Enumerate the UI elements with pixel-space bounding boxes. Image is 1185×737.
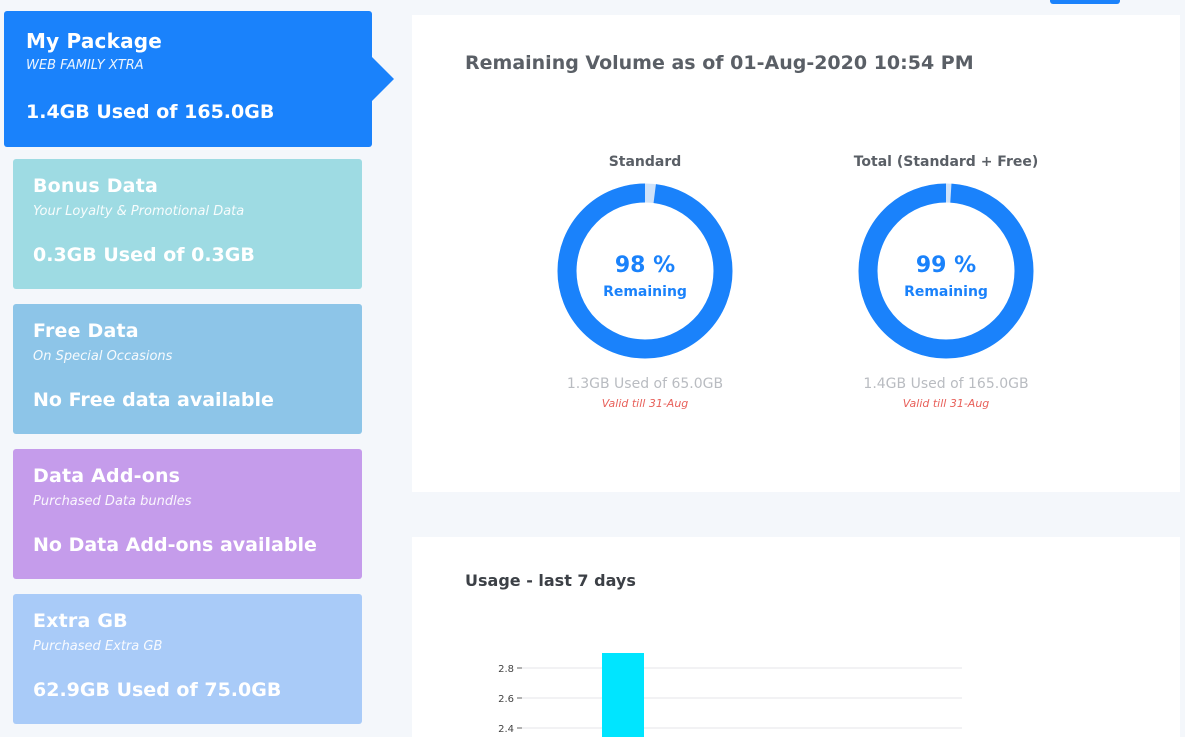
standard-percent: 98 %: [614, 253, 676, 278]
data-addons-status: No Data Add-ons available: [33, 534, 317, 556]
standard-donut-arc: [557, 183, 733, 359]
total-gauge-label: Total (Standard + Free): [853, 154, 1039, 170]
my-package-subtitle: WEB FAMILY XTRA: [26, 58, 144, 73]
free-data-subtitle: On Special Occasions: [33, 349, 173, 364]
data-addons-title: Data Add-ons: [33, 465, 181, 487]
extra-gb-title: Extra GB: [33, 610, 128, 632]
remaining-volume-title: Remaining Volume as of 01-Aug-2020 10:54…: [465, 52, 974, 74]
usage-bar-chart: 2.8 2.6 2.4: [498, 653, 962, 737]
y-tick-label: 2.8: [498, 664, 514, 675]
usage-panel: Usage - last 7 days 2.8 2.6 2.4: [412, 537, 1180, 737]
free-data-status: No Free data available: [33, 389, 274, 411]
my-package-title: My Package: [26, 29, 163, 53]
bonus-data-card[interactable]: Bonus Data Your Loyalty & Promotional Da…: [13, 159, 362, 289]
total-percent: 99 %: [915, 253, 977, 278]
standard-used: 1.3GB Used of 65.0GB: [566, 376, 724, 392]
standard-valid-till: Valid till 31-Aug: [601, 397, 689, 410]
total-valid-till: Valid till 31-Aug: [902, 397, 990, 410]
data-addons-subtitle: Purchased Data bundles: [33, 494, 192, 509]
total-remaining-label: Remaining: [904, 284, 988, 300]
my-package-card[interactable]: My Package WEB FAMILY XTRA 1.4GB Used of…: [4, 11, 372, 147]
standard-donut: [557, 183, 733, 359]
y-tick-label: 2.6: [498, 694, 514, 705]
total-donut: [858, 183, 1034, 359]
total-donut-arc: [858, 183, 1034, 359]
free-data-title: Free Data: [33, 320, 139, 342]
extra-gb-usage: 62.9GB Used of 75.0GB: [33, 679, 282, 701]
extra-gb-card[interactable]: Extra GB Purchased Extra GB 62.9GB Used …: [13, 594, 362, 724]
standard-gauge-label: Standard: [608, 154, 682, 170]
bonus-data-subtitle: Your Loyalty & Promotional Data: [33, 204, 245, 219]
extra-gb-subtitle: Purchased Extra GB: [33, 639, 163, 654]
total-used: 1.4GB Used of 165.0GB: [863, 376, 1029, 392]
y-tick-label: 2.4: [498, 724, 514, 735]
bonus-data-usage: 0.3GB Used of 0.3GB: [33, 244, 255, 266]
top-tab-indicator[interactable]: [1050, 0, 1120, 4]
usage-title: Usage - last 7 days: [465, 571, 636, 590]
active-card-pointer: [372, 57, 394, 101]
usage-bar[interactable]: [602, 653, 644, 737]
data-addons-card[interactable]: Data Add-ons Purchased Data bundles No D…: [13, 449, 362, 579]
free-data-card[interactable]: Free Data On Special Occasions No Free d…: [13, 304, 362, 434]
remaining-volume-panel: Remaining Volume as of 01-Aug-2020 10:54…: [412, 15, 1180, 492]
bonus-data-title: Bonus Data: [33, 175, 159, 197]
my-package-usage: 1.4GB Used of 165.0GB: [26, 101, 275, 123]
standard-remaining-label: Remaining: [603, 284, 687, 300]
